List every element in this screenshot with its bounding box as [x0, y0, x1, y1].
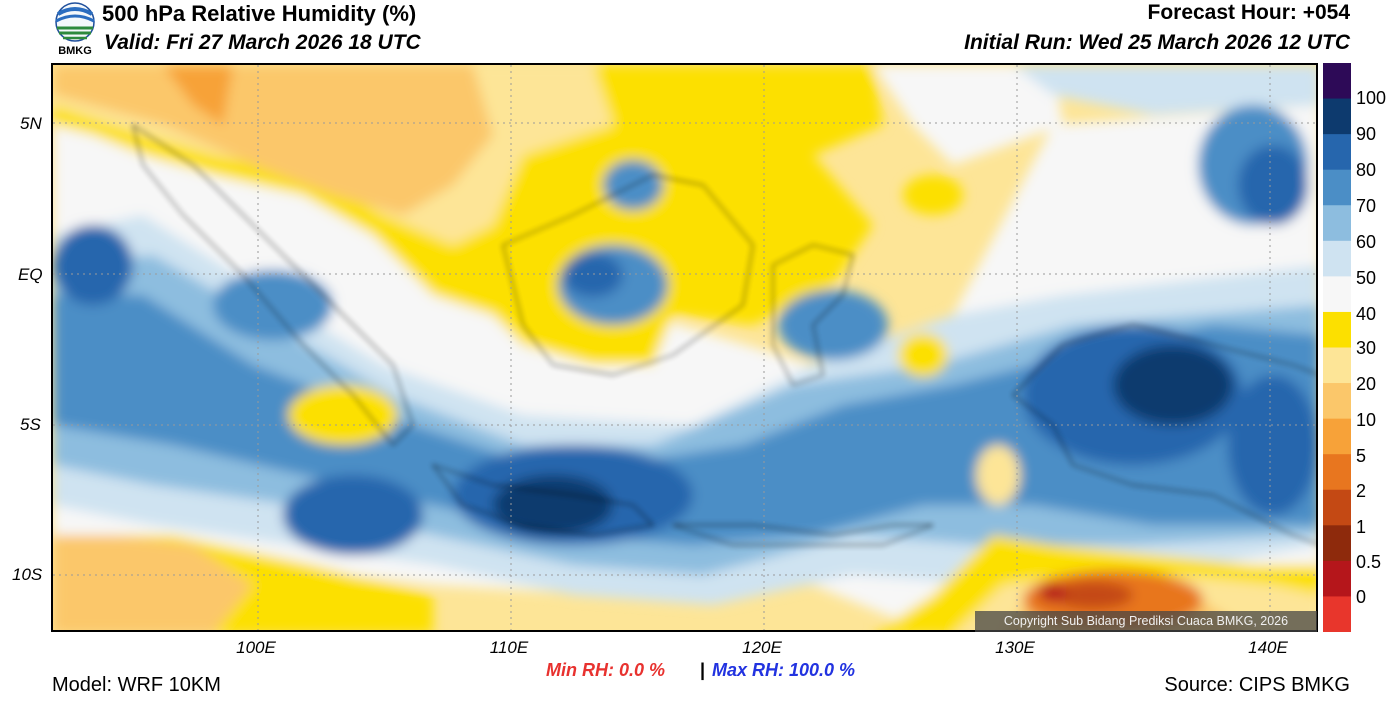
lat-label-5s: 5S — [20, 415, 41, 434]
colorbar-label: 10 — [1356, 410, 1377, 430]
colorbar-label: 40 — [1356, 304, 1377, 324]
humidity-map — [51, 63, 1318, 632]
colorbar-swatch — [1323, 98, 1351, 135]
colorbar-swatch — [1323, 205, 1351, 242]
max-rh: Max RH: 100.0 % — [712, 660, 856, 680]
colorbar-swatch — [1323, 454, 1351, 491]
lat-label-10s: 10S — [12, 565, 43, 584]
colorbar-label: 70 — [1356, 196, 1377, 216]
colorbar-swatch — [1323, 596, 1351, 632]
model-label: Model: WRF 10KM — [52, 674, 221, 696]
colorbar-swatch — [1323, 418, 1351, 455]
colorbar-label: 100 — [1356, 88, 1387, 108]
lon-label-100e: 100E — [236, 638, 276, 657]
colorbar-label: 2 — [1356, 481, 1367, 501]
forecast-hour: Forecast Hour: +054 — [1147, 1, 1351, 24]
page-title: 500 hPa Relative Humidity (%) — [102, 1, 417, 26]
logo-text: BMKG — [58, 45, 92, 57]
min-rh: Min RH: 0.0 % — [546, 660, 666, 680]
lon-label-120e: 120E — [742, 638, 782, 657]
colorbar-label: 50 — [1356, 268, 1377, 288]
colorbar-swatch — [1323, 134, 1351, 171]
colorbar-swatch — [1323, 560, 1351, 597]
colorbar-swatch — [1323, 525, 1351, 562]
valid-time: Valid: Fri 27 March 2026 18 UTC — [104, 31, 421, 54]
colorbar-label: 60 — [1356, 232, 1377, 252]
lat-label-eq: EQ — [18, 265, 43, 284]
colorbar-swatch — [1323, 311, 1351, 348]
colorbar-label: 30 — [1356, 338, 1377, 358]
colorbar — [1323, 63, 1351, 632]
copyright-note: Copyright Sub Bidang Prediksi Cuaca BMKG… — [975, 611, 1317, 632]
colorbar-label: 0.5 — [1356, 552, 1382, 572]
lon-label-140e: 140E — [1248, 638, 1288, 657]
bmkg-logo: BMKG — [52, 2, 98, 60]
colorbar-label: 20 — [1356, 374, 1377, 394]
colorbar-swatch — [1323, 383, 1351, 420]
source-label: Source: CIPS BMKG — [1164, 674, 1350, 696]
colorbar-swatch — [1323, 63, 1351, 100]
colorbar-label: 5 — [1356, 446, 1367, 466]
colorbar-swatch — [1323, 347, 1351, 384]
rh-separator: | — [700, 660, 706, 680]
lat-label-5n: 5N — [20, 114, 42, 133]
colorbar-swatch — [1323, 489, 1351, 526]
colorbar-label: 1 — [1356, 517, 1367, 537]
lon-label-110e: 110E — [489, 638, 529, 657]
colorbar-label: 0 — [1356, 587, 1367, 607]
colorbar-label: 80 — [1356, 160, 1377, 180]
colorbar-label: 90 — [1356, 124, 1377, 144]
colorbar-swatch — [1323, 240, 1351, 277]
colorbar-swatch — [1323, 169, 1351, 206]
lon-label-130e: 130E — [995, 638, 1035, 657]
colorbar-swatch — [1323, 276, 1351, 313]
initial-run: Initial Run: Wed 25 March 2026 12 UTC — [964, 31, 1350, 54]
